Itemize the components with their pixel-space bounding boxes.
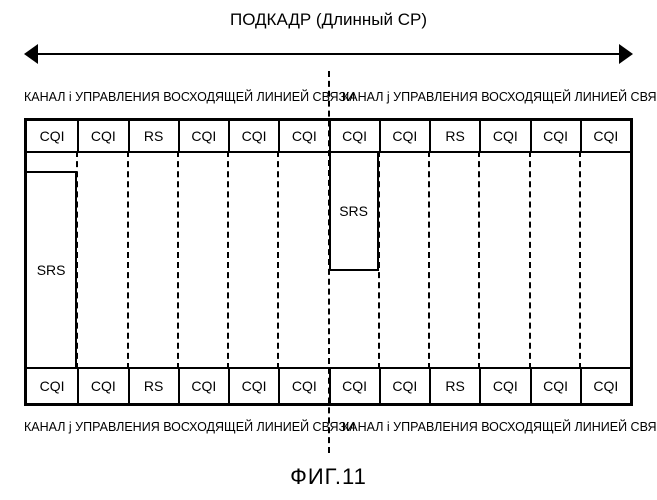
slot-divider [529,151,531,369]
slot-divider [127,151,129,369]
top-row-cell: CQI [178,121,228,151]
arrow-right-head [619,44,633,64]
srs-box: SRS [27,171,77,369]
slot-divider [177,151,179,369]
bottom-row-cell: RS [128,369,178,403]
top-row-cell: CQI [27,121,77,151]
bottom-row: CQICQIRSCQICQICQICQICQIRSCQICQICQI [27,367,630,403]
bottom-row-cell: CQI [228,369,278,403]
slot-divider [478,151,480,369]
top-row-cell: CQI [228,121,278,151]
figure-caption: ФИГ.11 [0,464,657,490]
bottom-row-cell: CQI [580,369,630,403]
bottom-row-cell: CQI [27,369,77,403]
top-row-cell: RS [429,121,479,151]
top-row-cell: CQI [278,121,328,151]
top-row-cell: CQI [530,121,580,151]
slot-divider [579,151,581,369]
bottom-row-cell: CQI [77,369,127,403]
top-row: CQICQIRSCQICQICQICQICQIRSCQICQICQI [27,121,630,153]
top-row-cell: CQI [479,121,529,151]
subframe-title: ПОДКАДР (Длинный CP) [0,10,657,30]
bottom-row-cell: CQI [379,369,429,403]
arrow-line [34,53,623,55]
channel-label-top-right: КАНАЛ j УПРАВЛЕНИЯ ВОСХОДЯЩЕЙ ЛИНИЕЙ СВЯ… [342,90,657,104]
subframe-grid: CQICQIRSCQICQICQICQICQIRSCQICQICQI CQICQ… [24,118,633,406]
bottom-row-cell: CQI [479,369,529,403]
slot-divider [277,151,279,369]
span-arrow [24,44,633,64]
bottom-row-cell: CQI [329,369,379,403]
slot-divider [428,151,430,369]
page: ПОДКАДР (Длинный CP) КАНАЛ i УПРАВЛЕНИЯ … [0,0,657,500]
top-row-cell: CQI [77,121,127,151]
bottom-row-cell: CQI [178,369,228,403]
bottom-row-cell: CQI [530,369,580,403]
bottom-row-cell: RS [429,369,479,403]
channel-label-bottom-left: КАНАЛ j УПРАВЛЕНИЯ ВОСХОДЯЩЕЙ ЛИНИЕЙ СВЯ… [24,420,355,434]
top-row-cell: CQI [329,121,379,151]
top-row-cell: RS [128,121,178,151]
slot-divider [227,151,229,369]
bottom-row-cell: CQI [278,369,328,403]
top-row-cell: CQI [580,121,630,151]
channel-label-top-left: КАНАЛ i УПРАВЛЕНИЯ ВОСХОДЯЩЕЙ ЛИНИЕЙ СВЯ… [24,90,355,104]
channel-label-bottom-right: КАНАЛ i УПРАВЛЕНИЯ ВОСХОДЯЩЕЙ ЛИНИЕЙ СВЯ… [342,420,657,434]
srs-box: SRS [329,151,379,271]
top-row-cell: CQI [379,121,429,151]
